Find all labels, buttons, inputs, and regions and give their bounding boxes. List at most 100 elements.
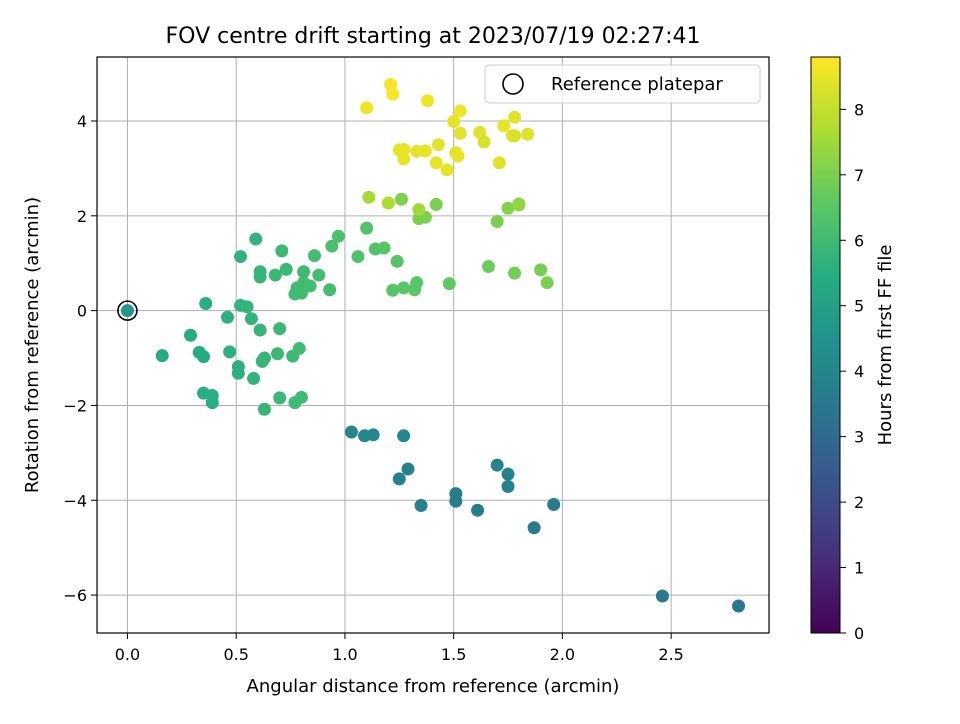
data-point xyxy=(377,241,391,255)
y-tick-label: 2 xyxy=(77,207,87,226)
data-point xyxy=(501,480,515,494)
data-point xyxy=(220,310,234,324)
data-point xyxy=(451,149,465,163)
data-point xyxy=(431,138,445,152)
data-point xyxy=(449,487,463,501)
data-point xyxy=(275,244,289,258)
reference-platepar-marker xyxy=(117,300,138,321)
legend-entry-reference-platepar: Reference platepar xyxy=(551,74,723,95)
colorbar-label: Hours from first FF file xyxy=(875,245,896,446)
data-point xyxy=(184,328,198,342)
data-point xyxy=(240,300,254,314)
data-point xyxy=(297,265,311,279)
x-tick-label: 2.5 xyxy=(658,645,683,664)
x-tick-label: 1.0 xyxy=(332,645,357,664)
data-point xyxy=(155,349,169,363)
data-point xyxy=(540,276,554,290)
y-axis-label: Rotation from reference (arcmin) xyxy=(22,197,43,493)
data-point xyxy=(429,197,443,211)
data-point xyxy=(257,402,271,416)
data-point xyxy=(453,104,467,118)
data-point xyxy=(268,268,282,282)
x-tick-label: 0.0 xyxy=(115,645,140,664)
data-points xyxy=(117,77,746,613)
data-point xyxy=(253,270,267,284)
data-point xyxy=(394,192,408,206)
data-point xyxy=(331,229,345,243)
data-point xyxy=(344,425,358,439)
data-point xyxy=(521,127,535,141)
data-point xyxy=(205,396,219,410)
data-point xyxy=(418,144,432,158)
data-point xyxy=(249,232,263,246)
data-point xyxy=(381,196,395,210)
data-point xyxy=(421,94,435,108)
colorbar-tick-label: 0 xyxy=(854,624,864,643)
x-tick-label: 0.5 xyxy=(223,645,248,664)
data-point xyxy=(471,503,485,517)
data-point xyxy=(512,198,526,212)
x-ticks: 0.0 0.5 1.0 1.5 2.0 2.5 xyxy=(115,633,684,664)
data-point xyxy=(312,268,326,282)
data-point xyxy=(429,156,443,170)
legend-box xyxy=(484,64,761,104)
data-point xyxy=(231,366,245,380)
plot-frame xyxy=(96,56,770,634)
data-point xyxy=(351,250,365,264)
data-point xyxy=(397,281,411,295)
chart-title: FOV centre drift starting at 2023/07/19 … xyxy=(166,24,701,49)
data-point xyxy=(447,114,461,128)
data-point xyxy=(481,260,495,274)
colorbar-tick-label: 1 xyxy=(854,559,864,578)
colorbar-tick-label: 4 xyxy=(854,362,864,381)
y-tick-label: 4 xyxy=(77,112,87,131)
data-point xyxy=(410,276,424,290)
y-ticks: −6 −4 −2 0 2 4 xyxy=(63,112,97,605)
data-point xyxy=(397,152,411,166)
x-tick-label: 2.0 xyxy=(550,645,575,664)
data-point xyxy=(273,322,287,336)
data-point xyxy=(508,110,522,124)
data-point xyxy=(120,304,134,318)
data-point xyxy=(508,266,522,280)
y-tick-label: −2 xyxy=(63,396,87,415)
legend-marker-circle-icon xyxy=(502,73,524,95)
data-point xyxy=(477,135,491,149)
data-point xyxy=(386,283,400,297)
data-point xyxy=(362,190,376,204)
data-point xyxy=(273,391,287,405)
data-point xyxy=(501,467,515,481)
data-point xyxy=(223,345,237,359)
data-point xyxy=(390,254,404,268)
data-point xyxy=(292,342,306,356)
data-point xyxy=(490,458,504,472)
data-point xyxy=(323,283,337,297)
data-point xyxy=(303,279,317,293)
colorbar: 0 1 2 3 4 5 6 7 8 Hours from first FF file xyxy=(810,56,896,643)
data-point xyxy=(247,371,261,385)
data-point xyxy=(244,312,258,326)
data-point xyxy=(253,323,267,337)
data-point xyxy=(732,599,746,613)
data-point xyxy=(501,201,515,215)
data-point xyxy=(307,249,321,263)
data-point xyxy=(294,390,308,404)
y-tick-label: −4 xyxy=(63,491,87,510)
data-point xyxy=(442,277,456,291)
x-axis-label: Angular distance from reference (arcmin) xyxy=(247,676,620,697)
data-point xyxy=(271,347,285,361)
data-point xyxy=(401,462,415,476)
colorbar-tick-label: 2 xyxy=(854,493,864,512)
data-point xyxy=(279,262,293,276)
data-point xyxy=(199,297,213,311)
colorbar-tick-label: 5 xyxy=(854,297,864,316)
data-point xyxy=(360,101,374,115)
data-point xyxy=(412,203,426,217)
data-point xyxy=(366,428,380,442)
data-point xyxy=(534,263,548,277)
data-point xyxy=(527,521,541,535)
data-point xyxy=(412,212,426,226)
data-point xyxy=(440,163,454,177)
